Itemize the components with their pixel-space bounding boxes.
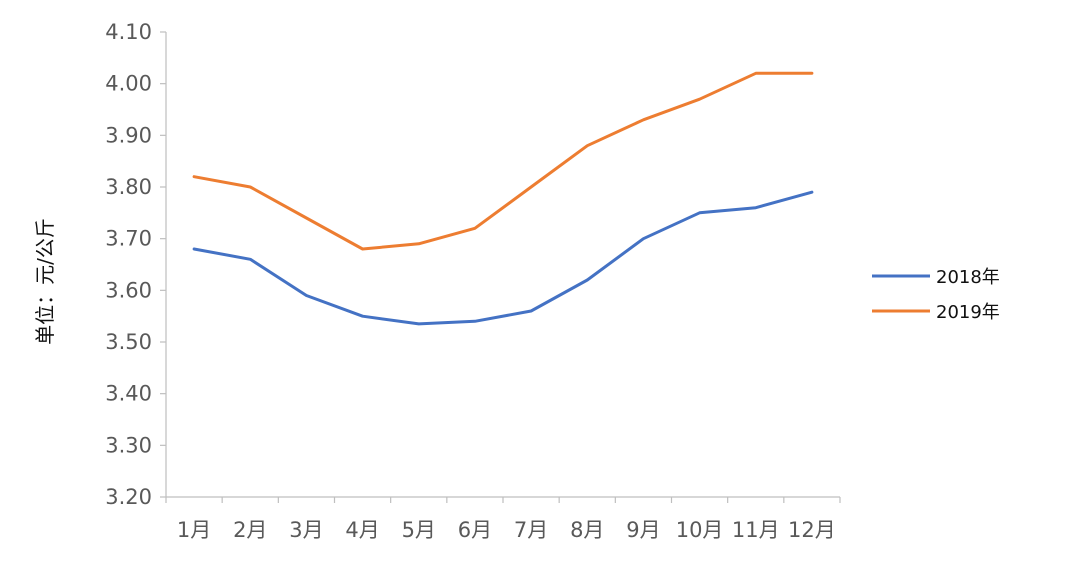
legend: 2018年 2019年 xyxy=(872,267,1000,323)
y-tick-label: 3.80 xyxy=(105,175,152,199)
x-tick-label: 7月 xyxy=(514,518,548,542)
x-tick-label: 11月 xyxy=(732,518,780,542)
y-tick-label: 3.50 xyxy=(105,330,152,354)
series-line-1 xyxy=(192,190,814,326)
legend-label: 2019年 xyxy=(936,302,1000,323)
y-tick-label: 3.70 xyxy=(105,227,152,251)
x-tick-label: 3月 xyxy=(289,518,323,542)
series-line-2 xyxy=(192,71,814,251)
x-tick-label: 1月 xyxy=(177,518,211,542)
x-tick-label: 9月 xyxy=(626,518,660,542)
y-tick-label: 3.40 xyxy=(105,382,152,406)
x-tick-label: 10月 xyxy=(676,518,724,542)
y-tick-label: 3.90 xyxy=(105,123,152,147)
x-axis: 1月 2月 3月 4月 5月 6月 7月 8月 9月 10月 11月 12月 xyxy=(165,496,841,542)
x-tick-label: 6月 xyxy=(458,518,492,542)
y-axis-label: 单位：元/公斤 xyxy=(33,218,57,345)
legend-label: 2018年 xyxy=(936,267,1000,288)
y-tick-label: 4.00 xyxy=(105,72,152,96)
y-tick-label: 3.20 xyxy=(105,485,152,509)
x-tick-label: 5月 xyxy=(402,518,436,542)
y-tick-label: 4.10 xyxy=(105,20,152,44)
x-tick-label: 8月 xyxy=(570,518,604,542)
x-tick-label: 2月 xyxy=(233,518,267,542)
y-tick-label: 3.30 xyxy=(105,433,152,457)
y-tick-label: 3.60 xyxy=(105,278,152,302)
y-axis: 3.20 3.30 3.40 3.50 3.60 3.70 3.80 3.90 4.00 4.10 xyxy=(105,20,167,509)
series-lines xyxy=(192,71,814,326)
x-tick-label: 12月 xyxy=(788,518,836,542)
x-tick-label: 4月 xyxy=(345,518,379,542)
